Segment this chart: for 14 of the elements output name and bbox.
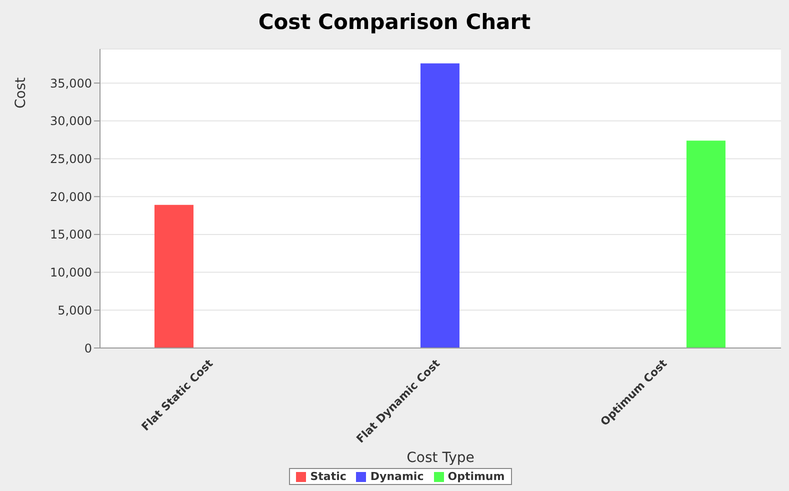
chart-title: Cost Comparison Chart: [257, 10, 532, 34]
y-tick-label: 25,000: [50, 152, 92, 166]
y-tick-label: 15,000: [50, 228, 92, 242]
y-tick-label: 20,000: [50, 190, 92, 204]
legend-label: Static: [309, 470, 346, 483]
y-axis-title: Cost: [12, 76, 29, 108]
y-tick-label: 35,000: [50, 76, 92, 90]
legend-label: Dynamic: [369, 470, 424, 483]
legend-label: Optimum: [446, 470, 505, 483]
y-tick-label: 0: [84, 341, 92, 356]
y-tick-label: 30,000: [50, 114, 92, 128]
y-tick-label: 10,000: [50, 266, 92, 280]
x-axis-title: Cost Type: [406, 450, 474, 466]
y-tick-label: 5,000: [58, 303, 92, 318]
